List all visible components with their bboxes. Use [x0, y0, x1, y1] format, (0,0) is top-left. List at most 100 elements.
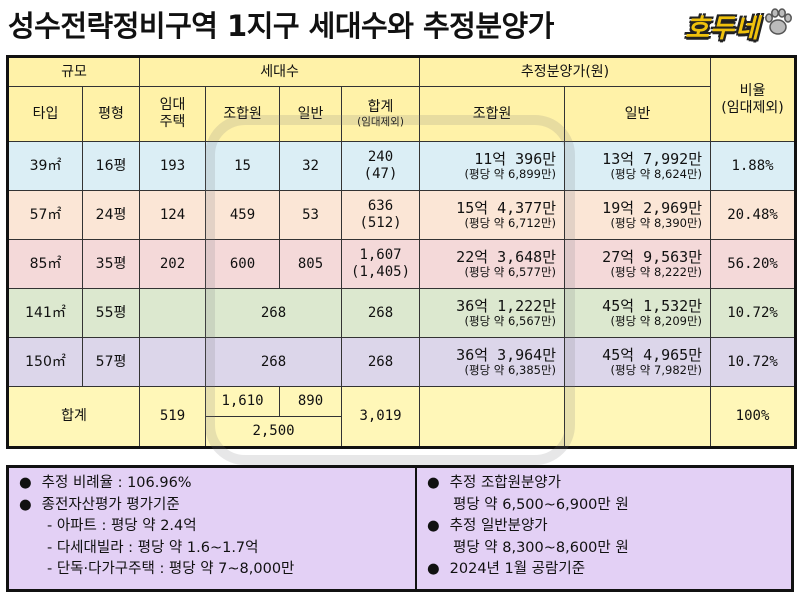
note-item: 추정 조합원분양가 [427, 473, 781, 495]
cell-rental: 124 [139, 190, 207, 240]
cell-general: 32 [279, 141, 343, 191]
header-rental: 임대 주택 [139, 86, 207, 142]
price-value: 45억 4,965만 [602, 346, 703, 365]
cell-total-note: (47) [363, 166, 398, 182]
cell-ratio: 1.88% [710, 141, 797, 191]
cell-ratio: 20.48% [710, 190, 797, 240]
price-per-pyeong: (평당 약 6,577만) [464, 265, 557, 280]
header-ratio-label: 비율 [739, 82, 766, 99]
cell-price-union: 36억 3,964만 (평당 약 6,385만) [419, 337, 566, 387]
cell-ratio: 10.72% [710, 288, 797, 338]
cell-price-general: 19억 2,969만 (평당 약 8,390만) [564, 190, 712, 240]
cell-pyeong: 24평 [81, 190, 141, 240]
cell-price-general: 45억 1,532만 (평당 약 8,209만) [564, 288, 712, 338]
total-union-general: 2,500 [205, 416, 343, 448]
price-value: 11억 396만 [474, 150, 557, 169]
brand-logo: 호두네 [685, 14, 760, 44]
note-subitem: - 다세대빌라 : 평당 약 1.6~1.7억 [47, 539, 259, 556]
total-rental: 519 [139, 386, 207, 448]
header-households: 세대수 [139, 56, 421, 87]
cell-price-general: 45억 4,965만 (평당 약 7,982만) [564, 337, 712, 387]
page-title: 성수전략정비구역 1지구 세대수와 추정분양가 [8, 9, 554, 43]
price-per-pyeong: (평당 약 6,385만) [464, 363, 557, 378]
cell-pyeong: 57평 [81, 337, 141, 387]
cell-total-value: 1,607 [359, 247, 402, 264]
cell-rental [139, 288, 207, 338]
note-subitem: 평당 약 8,300~8,600만 원 [453, 539, 629, 556]
note-subitem: - 단독·다가구주택 : 평당 약 7~8,000만 [47, 561, 295, 577]
cell-total: 1,607 (1,405) [341, 239, 421, 289]
cell-union: 15 [205, 141, 281, 191]
cell-type: 85㎡ [7, 239, 83, 289]
total-ratio: 100% [710, 386, 797, 448]
cell-union-general-merged: 268 [205, 337, 343, 387]
cell-type: 39㎡ [7, 141, 83, 191]
notes-right: 추정 조합원분양가 평당 약 6,500~6,900만 원 추정 일반분양가 평… [417, 468, 791, 589]
cell-pyeong: 35평 [81, 239, 141, 289]
price-value: 13억 7,992만 [602, 150, 703, 169]
note-item: 종전자산평가 평가기준 [19, 495, 405, 517]
note-item: 2024년 1월 공람기준 [427, 559, 781, 581]
header-total-label: 합계 [367, 99, 394, 116]
note-subitem: 평당 약 6,500~6,900만 원 [453, 496, 629, 513]
header-price-general: 일반 [564, 86, 712, 142]
header-type: 타입 [7, 86, 83, 142]
cell-total: 268 [341, 288, 421, 338]
price-per-pyeong: (평당 약 6,712만) [464, 216, 557, 231]
price-per-pyeong: (평당 약 8,222만) [610, 265, 703, 280]
cell-ratio: 56.20% [710, 239, 797, 289]
total-union: 1,610 [205, 386, 281, 417]
price-per-pyeong: (평당 약 6,567만) [464, 314, 557, 329]
cell-general: 805 [279, 239, 343, 289]
cell-rental [139, 337, 207, 387]
price-per-pyeong: (평당 약 7,982만) [610, 363, 703, 378]
cell-total-note: (512) [359, 215, 402, 231]
total-row: 합계 519 1,610 890 3,019 100% [6, 386, 797, 448]
total-price-union-empty [419, 386, 566, 448]
table-row: 85㎡ 35평 202 600 805 1,607 (1,405) 22억 3,… [7, 239, 797, 289]
cell-ratio: 10.72% [710, 337, 797, 387]
table-row: 39㎡ 16평 193 15 32 240 (47) 11억 396만 (평당 … [7, 141, 797, 191]
total-price-general-empty [564, 386, 712, 448]
header-ratio: 비율 (임대제외) [710, 56, 797, 142]
cell-total-value: 636 [367, 198, 394, 215]
table-row: 141㎡ 55평 268 268 36억 1,222만 (평당 약 6,567만… [7, 288, 797, 338]
total-label: 합계 [6, 386, 141, 448]
note-subitem: - 아파트 : 평당 약 2.4억 [47, 518, 197, 534]
cell-type: 141㎡ [7, 288, 83, 338]
header-price-union: 조합원 [419, 86, 566, 142]
header-union: 조합원 [205, 86, 281, 142]
header-scale: 규모 [6, 56, 141, 87]
cell-total: 268 [341, 337, 421, 387]
cell-union-general-merged: 268 [205, 288, 343, 338]
price-value: 15억 4,377만 [456, 199, 557, 218]
price-value: 22억 3,648만 [456, 248, 557, 267]
table-row: 150㎡ 57평 268 268 36억 3,964만 (평당 약 6,385만… [7, 337, 797, 387]
cell-price-union: 11억 396만 (평당 약 6,899만) [419, 141, 566, 191]
price-per-pyeong: (평당 약 8,209만) [610, 314, 703, 329]
cell-union: 459 [205, 190, 281, 240]
cell-pyeong: 55평 [81, 288, 141, 338]
cell-general: 53 [279, 190, 343, 240]
cell-price-union: 22억 3,648만 (평당 약 6,577만) [419, 239, 566, 289]
cell-total-value: 240 [367, 149, 394, 166]
header-total-note: (임대제외) [357, 116, 404, 129]
cell-price-union: 15억 4,377만 (평당 약 6,712만) [419, 190, 566, 240]
price-per-pyeong: (평당 약 8,624만) [610, 167, 703, 182]
price-value: 36억 1,222만 [456, 297, 557, 316]
cell-total: 636 (512) [341, 190, 421, 240]
note-item: 추정 일반분양가 [427, 516, 781, 538]
cell-price-general: 13억 7,992만 (평당 약 8,624만) [564, 141, 712, 191]
cell-union: 600 [205, 239, 281, 289]
price-per-pyeong: (평당 약 8,390만) [610, 216, 703, 231]
cell-type: 150㎡ [7, 337, 83, 387]
household-price-table: 규모 세대수 추정분양가(원) 비율 (임대제외) 타입 평형 임대 주택 조합… [6, 55, 798, 449]
note-item: 추정 비례율 : 106.96% [19, 473, 405, 495]
price-value: 27억 9,563만 [602, 248, 703, 267]
total-all: 3,019 [341, 386, 421, 448]
cell-rental: 202 [139, 239, 207, 289]
cell-type: 57㎡ [7, 190, 83, 240]
header-ratio-note: (임대제외) [721, 99, 784, 116]
price-per-pyeong: (평당 약 6,899만) [464, 167, 557, 182]
cell-price-union: 36억 1,222만 (평당 약 6,567만) [419, 288, 566, 338]
